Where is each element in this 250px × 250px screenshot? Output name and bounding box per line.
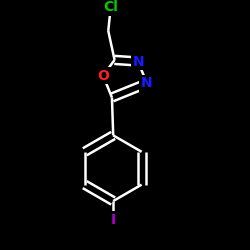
- Text: N: N: [132, 54, 144, 68]
- Text: Cl: Cl: [103, 0, 118, 14]
- Text: O: O: [97, 69, 109, 83]
- Text: N: N: [141, 76, 153, 90]
- Text: I: I: [111, 213, 116, 227]
